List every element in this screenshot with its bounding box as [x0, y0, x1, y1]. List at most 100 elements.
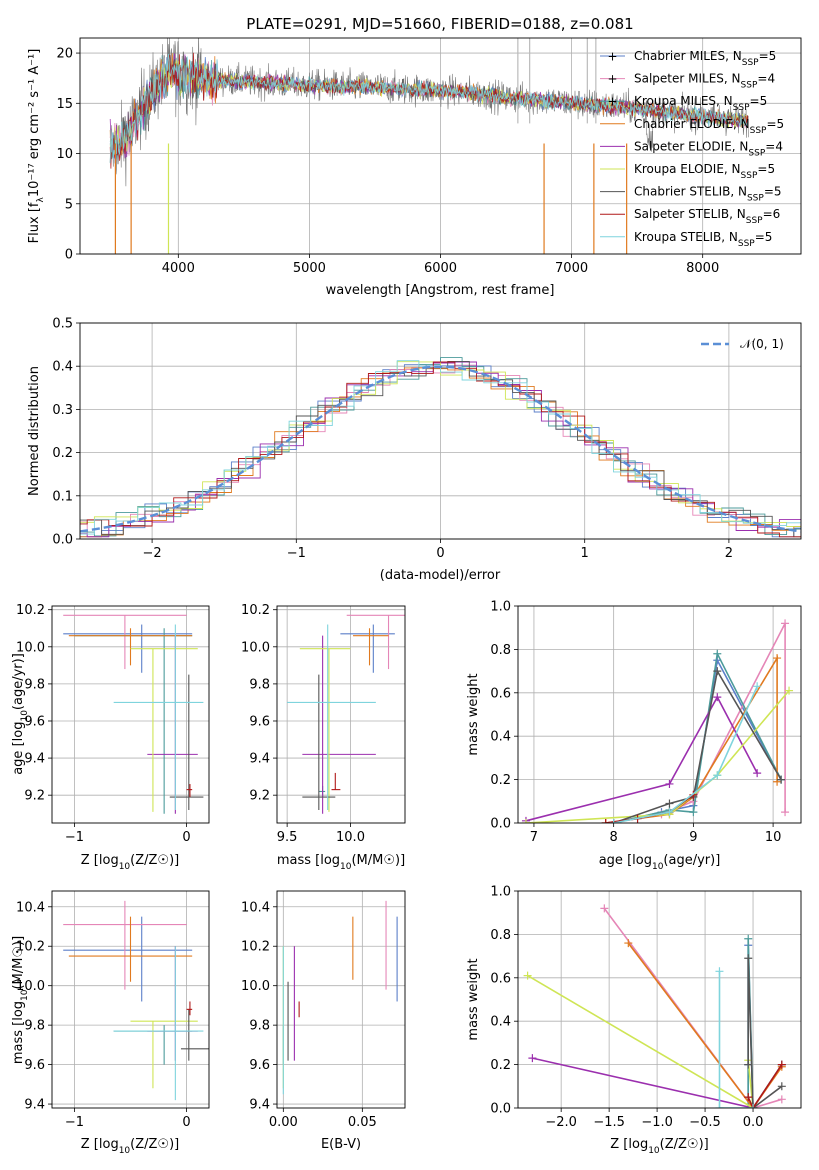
tick-label-x: 0: [436, 546, 444, 561]
tick-label-x: −1: [65, 830, 84, 845]
tick-label-x: 0: [182, 830, 190, 845]
legend-label-suffix: =4: [765, 139, 783, 153]
x-axis-label-pre: Z [log: [81, 853, 119, 868]
tick-label-y: 9.6: [249, 1058, 270, 1073]
y-axis-label-sub: λ: [36, 197, 46, 203]
weight-line: [613, 685, 758, 823]
tick-label-x: −1.5: [593, 1115, 625, 1130]
x-axis-label-post: (M/M☉)]: [351, 853, 405, 868]
tick-label-x: 10: [765, 830, 782, 845]
plot-area: [521, 619, 794, 823]
tick-label-x: −2: [143, 546, 162, 561]
tick-label-y: 10.2: [16, 940, 45, 955]
axes-frame: [276, 605, 406, 824]
legend-label: Salpeter MILES, NSSP=4: [634, 72, 775, 91]
weight-marker: [713, 667, 722, 676]
legend-label: Chabrier ELODIE, NSSP=5: [634, 117, 784, 136]
x-axis-label-pre: Z [log: [610, 1137, 648, 1152]
tick-label-y: 10.4: [16, 900, 45, 915]
tick-label-y: 9.2: [249, 789, 270, 804]
normal-curve: [80, 365, 801, 533]
legend-label-name: Salpeter STELIB, N: [634, 207, 746, 221]
tick-label-y: 9.6: [24, 1058, 45, 1073]
histogram-step: [80, 364, 801, 538]
y-axis-label-pre: mass [log: [11, 1001, 26, 1064]
weight-line: [718, 971, 753, 1108]
y-axis-label-post: (M/M☉)]: [11, 936, 26, 990]
legend-label: Chabrier STELIB, NSSP=5: [634, 185, 782, 204]
tick-label-y: 9.8: [249, 677, 270, 692]
x-axis-label: Z [log10(Z/Z☉)]: [81, 853, 179, 872]
panel-weight-vs-z: −2.0 −1.5 −1.0 −0.5 0.0 0.0 0.2 0.4 0.6 0.8 1.0 mas…: [466, 885, 802, 1156]
x-axis-label-post: (Z/Z☉)]: [130, 853, 179, 868]
legend-label-sub: SSP: [733, 103, 750, 113]
figure-title: PLATE=0291, MJD=51660, FIBERID=0188, z=0…: [246, 15, 633, 33]
tick-label-y: 9.4: [249, 1098, 270, 1113]
weight-marker: [609, 819, 618, 823]
histogram-step: [80, 360, 801, 538]
y-axis-label: mass [log10(M/M☉)]: [11, 936, 30, 1064]
legend-label-name: Kroupa MILES, N: [634, 94, 733, 108]
tick-label-y: 10.2: [241, 603, 270, 618]
legend-label: Salpeter STELIB, NSSP=6: [634, 207, 780, 226]
legend-label: Kroupa ELODIE, NSSP=5: [634, 162, 775, 181]
legend-label: Salpeter ELODIE, NSSP=4: [634, 139, 783, 158]
x-axis-label: (data-model)/error: [380, 568, 501, 583]
weight-line: [525, 695, 758, 822]
tick-label-x: 10.0: [336, 830, 365, 845]
tick-label-x: 0.05: [348, 1115, 377, 1130]
y-axis-label: mass weight: [466, 673, 481, 755]
legend-label: 𝒩(0, 1): [740, 337, 784, 351]
legend-label-sub: SSP: [742, 58, 759, 68]
tick-label-y: 1.0: [490, 600, 511, 615]
tick-label-x: 7: [530, 830, 538, 845]
tick-label-y: 10.0: [241, 640, 270, 655]
tick-label-y: 9.8: [24, 677, 45, 692]
weight-marker: [624, 939, 633, 948]
tick-label-y: 9.4: [24, 752, 45, 767]
axes-frame: [51, 890, 210, 1109]
panel-residual-hist: −2 −1 0 1 2 0.0 0.1 0.2 0.3 0.4 0.5 (data-model)/er…: [27, 317, 802, 583]
weight-line: [747, 958, 783, 1108]
tick-label-y: 0.0: [490, 817, 511, 832]
tick-label-x: −1: [287, 546, 306, 561]
panel-age-vs-z: −1 09.29.49.69.810.010.2Z [log10(Z/Z☉)]ag…: [11, 603, 210, 872]
plot-area: [109, 38, 749, 254]
histogram-step: [80, 364, 801, 538]
y-axis-label-main: Flux [f: [27, 202, 42, 243]
legend-label-name: Salpeter MILES, N: [634, 72, 741, 86]
tick-label-y: 9.6: [24, 714, 45, 729]
x-axis-label-pre: mass [log: [277, 853, 340, 868]
weight-marker: [715, 967, 724, 976]
weight-marker: [713, 693, 722, 702]
tick-label-x: −1.0: [641, 1115, 673, 1130]
y-axis-label-sub: 10: [20, 989, 30, 1001]
x-axis-label-sub: 10: [119, 862, 131, 872]
weight-marker: [601, 819, 610, 823]
weight-marker: [744, 934, 753, 943]
legend-label-suffix: =5: [759, 49, 777, 63]
weight-marker: [600, 904, 609, 913]
weight-line: [527, 974, 754, 1108]
tick-label-x: 6000: [424, 261, 457, 276]
tick-label-x: 8: [610, 830, 618, 845]
tick-label-x: 5000: [293, 261, 326, 276]
legend-label-name: Salpeter ELODIE, N: [634, 139, 748, 153]
panel-weight-vs-age: 7 8 9 10 0.0 0.2 0.4 0.6 0.8 1.0 mass weight age [l…: [466, 600, 802, 872]
legend-label-name: Chabrier MILES, N: [634, 49, 742, 63]
tick-label-x: −0.5: [689, 1115, 721, 1130]
weight-marker: [777, 1082, 786, 1091]
panel-age-vs-mass: 9.5 10.0 9.2 9.4 9.6 9.8 10.0 10.2 mass [log10(M…: [241, 603, 406, 872]
tick-label-y: 9.4: [249, 752, 270, 767]
panel-mass-vs-ebv: 0.00 0.05 9.4 9.6 9.8 10.0 10.2 10.4 E(B-V): [241, 890, 406, 1152]
x-axis-label-sub: 10: [340, 862, 352, 872]
weight-marker: [749, 1104, 758, 1108]
tick-label-x: 0.0: [743, 1115, 764, 1130]
legend-label-sub: SSP: [746, 216, 763, 226]
weight-marker: [777, 775, 786, 784]
tick-label-y: 10.0: [16, 640, 45, 655]
panel-spectrum: 4000 5000 6000 7000 8000 0 5 10 15 20 wavelength […: [27, 37, 802, 298]
weight-line: [525, 690, 790, 823]
x-axis-label: wavelength [Angstrom, rest frame]: [326, 283, 555, 298]
x-axis-label-sub: 10: [119, 1146, 131, 1156]
